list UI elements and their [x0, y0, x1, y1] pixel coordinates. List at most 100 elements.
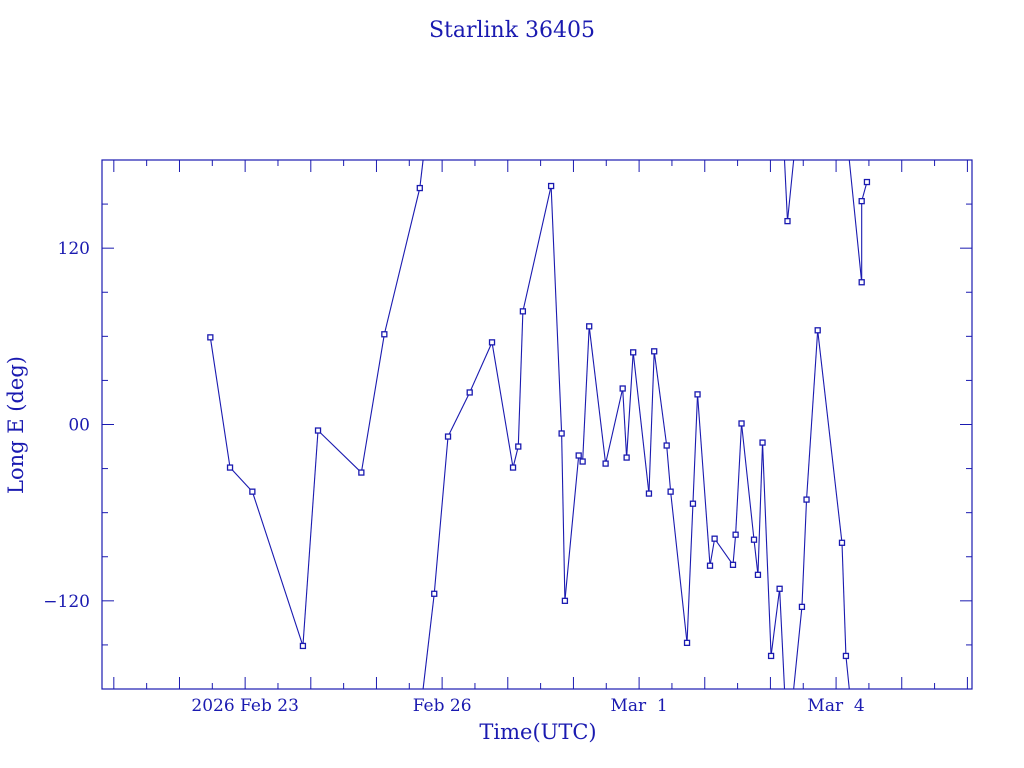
data-point — [558, 430, 565, 437]
data-point — [689, 500, 697, 507]
series-line-segment — [517, 311, 524, 447]
data-point — [586, 323, 593, 330]
series-line-segment — [770, 588, 781, 657]
series-line-segment — [783, 159, 789, 222]
data-point — [509, 464, 517, 471]
data-point — [431, 590, 438, 597]
series-line-segment — [735, 423, 743, 535]
y-axis-label: Long E (deg) — [4, 356, 28, 494]
series-line-segment — [582, 326, 590, 462]
series-line-segment — [779, 588, 786, 690]
series-line-segment — [317, 430, 362, 473]
series-line-segment — [469, 342, 493, 393]
data-point — [515, 443, 522, 450]
series-line-segment — [491, 342, 514, 468]
data-point — [683, 639, 691, 647]
series-line-segment — [861, 181, 868, 202]
data-point — [798, 603, 806, 611]
series-line-segment — [732, 534, 737, 565]
data-point — [602, 460, 609, 467]
data-point — [729, 561, 737, 568]
series-line-segment — [817, 330, 843, 543]
data-point — [759, 439, 766, 446]
data-point — [314, 427, 322, 434]
x-tick-label: 2026 Feb 23 — [191, 696, 299, 716]
data-point — [754, 571, 762, 578]
series-line-segment — [841, 542, 847, 656]
data-point — [738, 420, 745, 427]
data-point — [623, 454, 630, 461]
series-line-segment — [564, 455, 580, 601]
chart-title: Starlink 36405 — [429, 18, 595, 43]
series-line-segment — [670, 491, 688, 643]
data-point — [579, 458, 586, 465]
series-line-segment — [447, 392, 471, 437]
series-line-segment — [550, 185, 563, 434]
data-point — [732, 531, 739, 538]
series-line-segment — [605, 388, 624, 464]
y-tick-label: 00 — [68, 416, 90, 436]
series-line-segment — [422, 593, 435, 690]
data-point — [358, 469, 365, 476]
data-point — [645, 490, 653, 497]
series-line-segment — [786, 159, 795, 222]
plot-frame — [101, 159, 973, 690]
series-line-segment — [692, 394, 699, 504]
data-point — [706, 562, 714, 569]
data-point — [667, 488, 674, 495]
x-tick-label: Mar 1 — [610, 696, 667, 716]
series-line-segment — [805, 330, 819, 500]
series-line-segment — [848, 159, 863, 283]
x-axis-label: Time(UTC) — [479, 720, 596, 744]
series-line-segment — [709, 538, 716, 566]
series-line-segment — [666, 445, 672, 492]
series-line-segment — [740, 423, 755, 540]
series-line-segment — [588, 326, 607, 464]
series-line-segment — [653, 351, 668, 446]
data-point — [249, 488, 256, 495]
data-point — [784, 217, 791, 225]
series-line-segment — [696, 394, 711, 566]
series-line-segment — [209, 337, 231, 468]
data-point — [838, 539, 846, 546]
series-line-segment — [761, 442, 772, 656]
data-point — [694, 391, 701, 398]
series-line-segment — [845, 655, 850, 690]
series-line-segment — [793, 606, 803, 690]
series-line-segment — [302, 430, 319, 646]
data-point — [207, 334, 214, 341]
data-point — [842, 652, 850, 660]
y-tick-label: 120 — [58, 239, 90, 259]
series-line-segment — [648, 351, 655, 494]
data-point — [863, 178, 871, 186]
data-point — [803, 496, 810, 503]
data-point — [651, 348, 658, 355]
data-point — [575, 452, 582, 459]
data-point — [858, 197, 865, 205]
series-line-segment — [753, 539, 759, 575]
data-point — [488, 339, 496, 346]
data-point — [416, 184, 423, 192]
data-point — [619, 385, 626, 392]
series-line-segment — [632, 352, 650, 494]
series-line-segment — [757, 442, 764, 575]
x-tick-label: Mar 4 — [807, 696, 864, 716]
data-point — [776, 585, 783, 592]
data-point — [299, 642, 307, 650]
data-point — [226, 464, 234, 471]
series-line-segment — [251, 491, 304, 647]
series-line-segment — [512, 446, 519, 468]
series-line-segment — [561, 433, 566, 601]
series-line-segment — [522, 185, 552, 312]
data-point — [444, 433, 452, 440]
series-line-segment — [626, 352, 634, 458]
data-point — [381, 331, 388, 338]
series-line-segment — [360, 334, 385, 473]
data-point — [519, 308, 527, 315]
data-point — [663, 442, 670, 449]
data-point — [750, 536, 758, 543]
x-tick-label: Feb 26 — [413, 696, 472, 716]
y-tick-label: −120 — [43, 592, 90, 612]
series-line-segment — [622, 388, 628, 458]
